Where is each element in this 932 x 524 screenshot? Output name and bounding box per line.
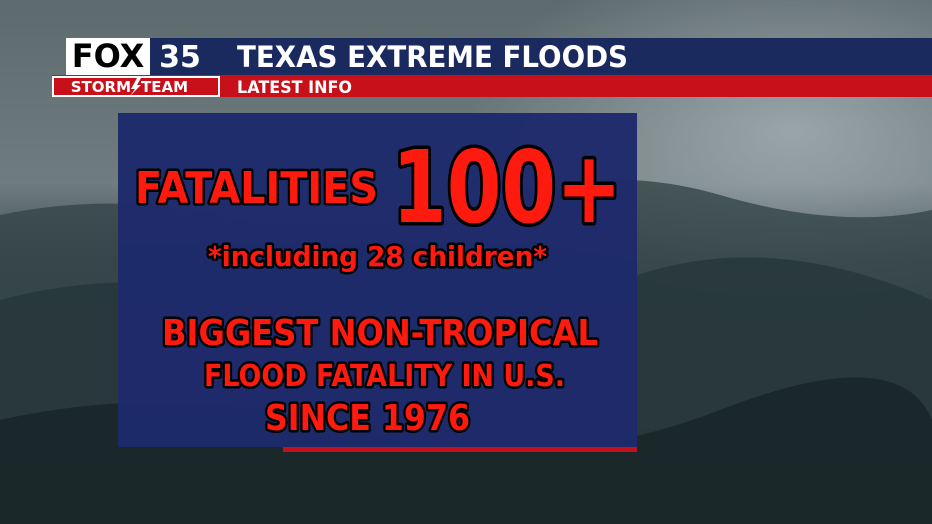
headline-line: BIGGEST NON-TROPICAL [162, 313, 598, 354]
header: FOX 35 STORM TEAM TEXAS EXTREME FLOODS L… [52, 37, 932, 98]
panel-label: FATALITIES [135, 163, 378, 214]
headline-line: FLOOD FATALITY IN U.S. [204, 359, 565, 394]
logo-channel: 35 [159, 40, 201, 75]
headline-line: SINCE 1976 [265, 398, 470, 439]
header-subtitle: LATEST INFO [237, 78, 352, 98]
logo-brand: FOX [72, 37, 145, 75]
logo-team-left: STORM [71, 78, 131, 96]
header-title: TEXAS EXTREME FLOODS [237, 40, 628, 74]
logo-team-right: TEAM [141, 78, 188, 96]
panel: FATALITIES 100+ *including 28 children* … [118, 113, 637, 452]
panel-note: *including 28 children* [208, 240, 547, 273]
panel-figure: 100+ [392, 129, 622, 246]
